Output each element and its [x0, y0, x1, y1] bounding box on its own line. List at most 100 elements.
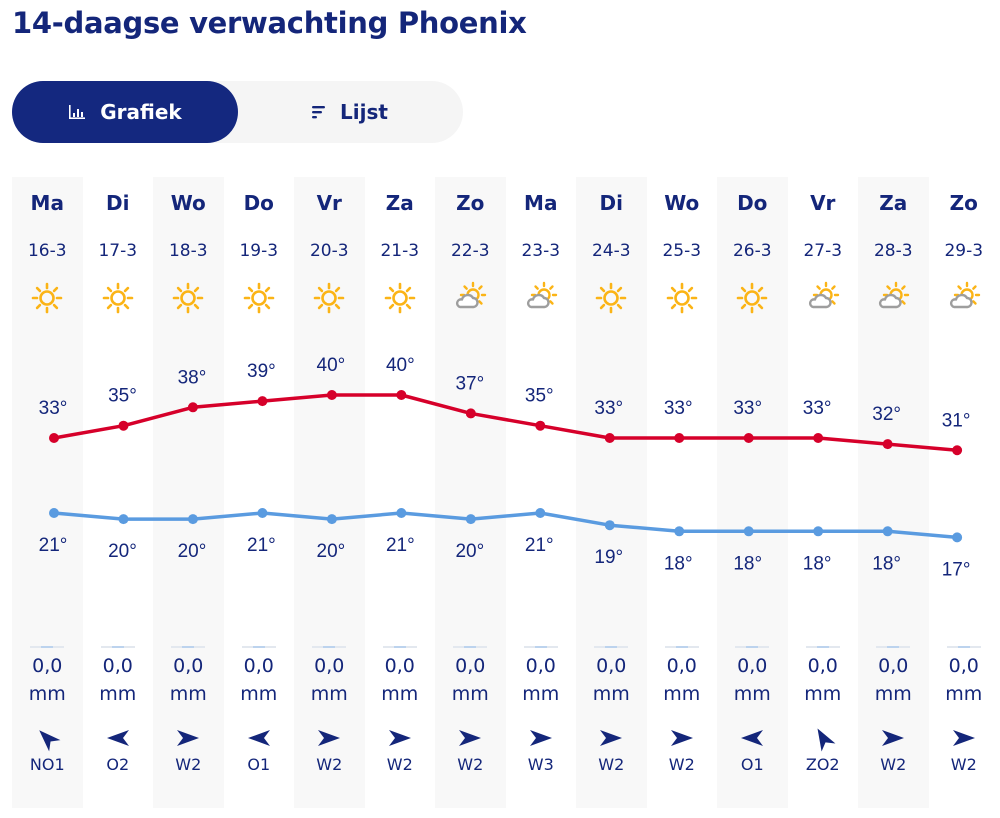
- day-date: 28-3: [873, 241, 913, 261]
- sun-icon: [595, 282, 627, 314]
- day-name: Do: [243, 191, 274, 215]
- wind-arrow-icon: [386, 724, 414, 752]
- wind-arrow-icon: [597, 724, 625, 752]
- sun-icon: [31, 282, 63, 314]
- rain-amount: 0,0 mm: [945, 655, 983, 705]
- rain-bar: [241, 646, 276, 648]
- rain-amount: 0,0 mm: [874, 655, 912, 705]
- day-column-5[interactable]: Za 21-3 0,0 mm W2: [365, 177, 436, 808]
- partly-cloudy-icon: [945, 279, 983, 317]
- partly-cloudy-icon: [456, 281, 487, 309]
- wind-label: W2: [316, 755, 343, 774]
- wind-arrow-icon: [809, 724, 837, 752]
- rain-bar: [946, 646, 981, 648]
- day-column-4[interactable]: Vr 20-3 0,0 mm W2: [294, 177, 365, 808]
- wind-label: W2: [457, 755, 484, 774]
- rain-amount: 0,0 mm: [381, 655, 419, 705]
- day-column-11[interactable]: Vr 27-3 0,0 mm ZO2: [788, 177, 859, 808]
- rain-bar: [171, 646, 206, 648]
- day-date: 18-3: [168, 241, 208, 261]
- tab-lijst[interactable]: Lijst: [237, 81, 463, 143]
- sun-icon: [736, 282, 768, 314]
- day-column-10[interactable]: Do 26-3 0,0 mm O1: [717, 177, 788, 808]
- rain-bar: [876, 646, 911, 648]
- rain-amount: 0,0 mm: [451, 655, 489, 705]
- tab-grafiek-label: Grafiek: [100, 100, 182, 124]
- day-name: Zo: [456, 191, 485, 215]
- day-name: Vr: [316, 191, 342, 215]
- day-column-9[interactable]: Wo 25-3 0,0 mm W2: [647, 177, 718, 808]
- day-column-7[interactable]: Ma 23-3 0,0 mm W3: [506, 177, 577, 808]
- day-column-8[interactable]: Di 24-3 0,0 mm W2: [576, 177, 647, 808]
- sun-icon: [381, 279, 419, 317]
- wind-label: O1: [247, 755, 271, 774]
- day-date: 21-3: [380, 241, 420, 261]
- rain-amount: 0,0 mm: [804, 655, 842, 705]
- rain-amount: 0,0 mm: [592, 655, 630, 705]
- day-date: 20-3: [309, 241, 349, 261]
- partly-cloudy-icon: [804, 279, 842, 317]
- day-name: Di: [599, 191, 623, 215]
- day-column-6[interactable]: Zo 22-3 0,0 mm W2: [435, 177, 506, 808]
- tab-lijst-label: Lijst: [340, 100, 388, 124]
- rain-bar: [312, 646, 347, 648]
- wind-label: NO1: [29, 755, 65, 774]
- day-date: 17-3: [98, 241, 138, 261]
- wind-label: O1: [740, 755, 764, 774]
- rain-bar: [594, 646, 629, 648]
- sun-icon: [28, 279, 66, 317]
- rain-amount: 0,0 mm: [522, 655, 560, 705]
- tab-grafiek[interactable]: Grafiek: [12, 81, 238, 143]
- day-date: 23-3: [521, 241, 561, 261]
- rain-amount: 0,0 mm: [28, 655, 66, 705]
- wind-arrow-icon: [174, 724, 202, 752]
- day-column-12[interactable]: Za 28-3 0,0 mm W2: [858, 177, 929, 808]
- wind-label: O2: [106, 755, 130, 774]
- rain-amount: 0,0 mm: [663, 655, 701, 705]
- page-title: 14-daagse verwachting Phoenix: [12, 6, 527, 40]
- partly-cloudy-icon: [874, 279, 912, 317]
- day-date: 27-3: [803, 241, 843, 261]
- sun-icon: [663, 279, 701, 317]
- day-date: 29-3: [944, 241, 984, 261]
- wind-label: W2: [175, 755, 202, 774]
- rain-bar: [100, 646, 135, 648]
- sun-icon: [592, 279, 630, 317]
- sun-icon: [243, 282, 275, 314]
- rain-bar: [382, 646, 417, 648]
- day-name: Ma: [30, 191, 64, 215]
- rain-bar: [664, 646, 699, 648]
- day-name: Wo: [170, 191, 206, 215]
- wind-label: W2: [950, 755, 977, 774]
- day-column-0[interactable]: Ma 16-3 0,0 mm NO1: [12, 177, 83, 808]
- day-date: 26-3: [732, 241, 772, 261]
- wind-arrow-icon: [668, 724, 696, 752]
- wind-label: W2: [598, 755, 625, 774]
- sun-icon: [99, 279, 137, 317]
- wind-arrow-icon: [104, 724, 132, 752]
- day-column-13[interactable]: Zo 29-3 0,0 mm W2: [929, 177, 1000, 808]
- wind-label: W2: [668, 755, 695, 774]
- day-name: Di: [106, 191, 130, 215]
- wind-arrow-icon: [527, 724, 555, 752]
- day-name: Wo: [664, 191, 700, 215]
- day-column-1[interactable]: Di 17-3 0,0 mm O2: [83, 177, 154, 808]
- sun-icon: [172, 282, 204, 314]
- list-icon: [312, 105, 326, 119]
- day-name: Za: [385, 191, 414, 215]
- sun-icon: [102, 282, 134, 314]
- day-column-3[interactable]: Do 19-3 0,0 mm O1: [224, 177, 295, 808]
- wind-label: W2: [386, 755, 413, 774]
- wind-arrow-icon: [738, 724, 766, 752]
- day-date: 22-3: [450, 241, 490, 261]
- wind-arrow-icon: [315, 724, 343, 752]
- day-column-2[interactable]: Wo 18-3 0,0 mm W2: [153, 177, 224, 808]
- partly-cloudy-icon: [451, 279, 489, 317]
- wind-label: W3: [527, 755, 554, 774]
- day-name: Ma: [524, 191, 558, 215]
- day-date: 24-3: [591, 241, 631, 261]
- sun-icon: [169, 279, 207, 317]
- rain-amount: 0,0 mm: [733, 655, 771, 705]
- rain-amount: 0,0 mm: [169, 655, 207, 705]
- rain-amount: 0,0 mm: [310, 655, 348, 705]
